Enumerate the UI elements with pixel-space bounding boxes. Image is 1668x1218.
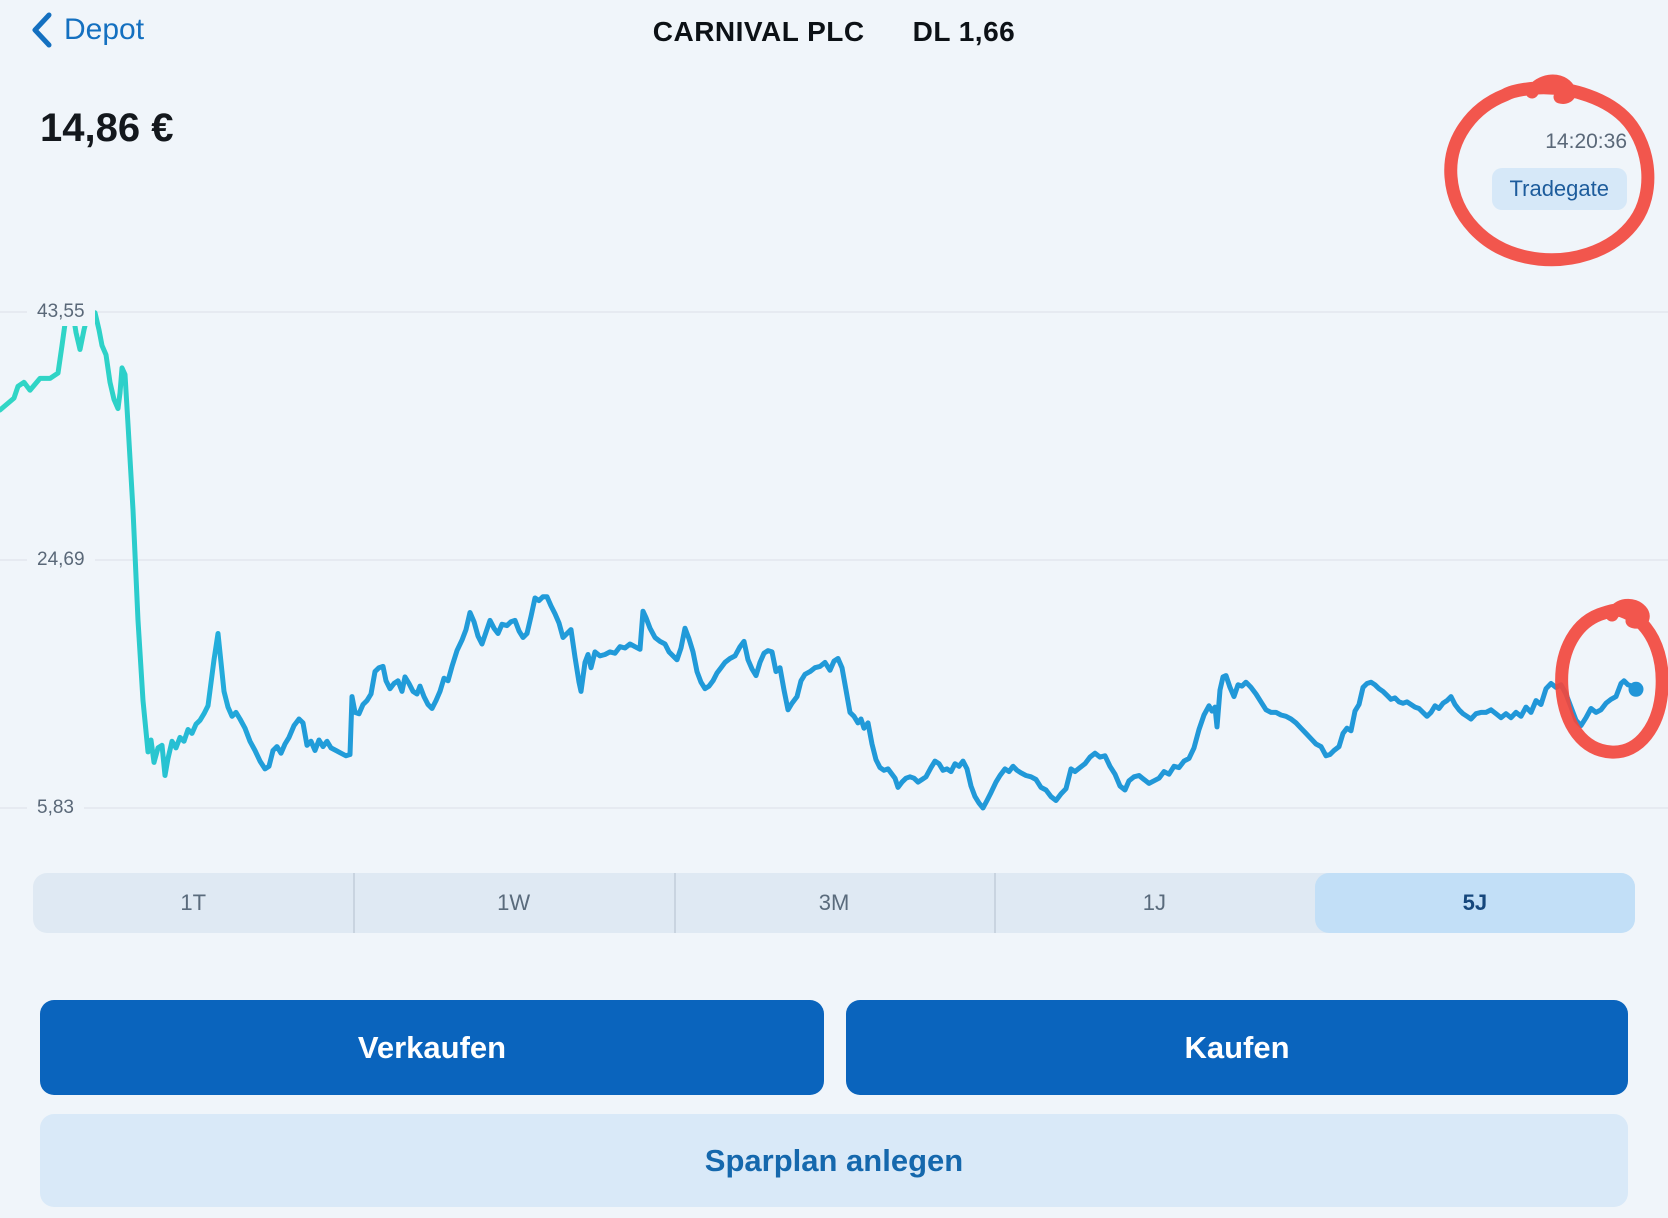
range-selector: 1T 1W 3M 1J 5J — [33, 873, 1636, 933]
title-row: CARNIVAL PLC DL 1,66 — [0, 16, 1668, 48]
page-title: CARNIVAL PLC — [652, 16, 865, 47]
back-label: Depot — [64, 13, 145, 46]
y-tick-low: 5,83 — [27, 794, 84, 822]
chevron-left-icon — [32, 12, 52, 48]
y-tick-mid: 24,69 — [27, 546, 95, 574]
savings-plan-button[interactable]: Sparplan anlegen — [40, 1114, 1628, 1207]
page-subtitle: DL 1,66 — [912, 16, 1016, 47]
back-button[interactable]: Depot — [30, 12, 144, 48]
venue-badge: Tradegate — [1491, 168, 1627, 210]
range-option-3m[interactable]: 3M — [673, 873, 994, 933]
y-tick-high: 43,55 — [27, 298, 95, 326]
range-option-1w[interactable]: 1W — [353, 873, 673, 933]
chart-gridlines — [0, 311, 1668, 809]
current-price: 14,86 € — [40, 106, 174, 150]
buy-button[interactable]: Kaufen — [846, 1000, 1628, 1095]
latest-price-dot — [1628, 681, 1644, 697]
range-option-5j[interactable]: 5J — [1314, 873, 1636, 933]
price-line-series — [0, 310, 1639, 811]
quote-timestamp: 14:20:36 — [1545, 130, 1627, 153]
sell-button[interactable]: Verkaufen — [40, 1000, 824, 1095]
range-option-1t[interactable]: 1T — [180, 890, 207, 915]
range-option-1j[interactable]: 1J — [994, 873, 1314, 933]
